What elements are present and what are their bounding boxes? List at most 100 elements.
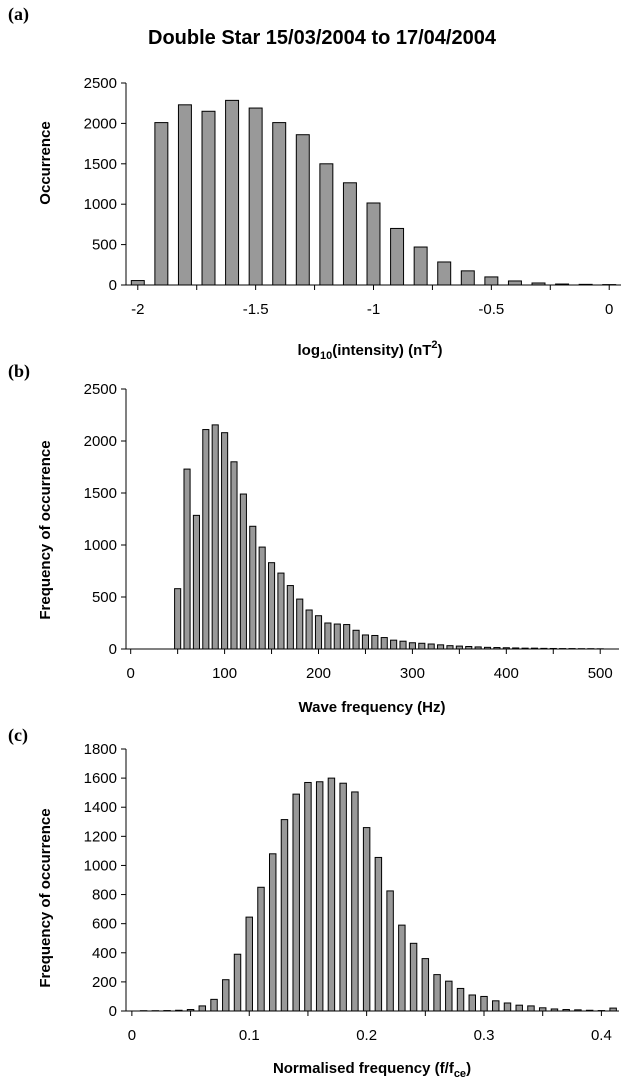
x-tick-label-b-4: 400 <box>494 665 519 682</box>
bar-c-14 <box>304 781 312 1012</box>
bar-b-28 <box>437 644 445 650</box>
bar-c-12 <box>280 819 289 1012</box>
bar-c-24 <box>421 958 430 1012</box>
x-tick-label-c-2: 0.2 <box>356 1027 377 1044</box>
bar-c-27 <box>456 987 465 1012</box>
bar-c-25 <box>433 974 441 1012</box>
bar-c-8 <box>233 953 242 1012</box>
x-tick-label-b-5: 500 <box>588 665 613 682</box>
y-tick-label-b-1: 500 <box>92 589 117 606</box>
bar-b-20 <box>361 634 370 650</box>
bar-b-3 <box>202 429 210 650</box>
y-tick-label-b-5: 2500 <box>84 381 117 398</box>
x-tick-label-a-1: -1.5 <box>243 301 269 318</box>
axes-c: 0 200 400 600 800 1000 1200 1400 1600 1800 0 0.1 0.2… <box>84 741 619 1044</box>
y-tick-label-a-4: 2000 <box>84 115 117 132</box>
bar-a-15 <box>484 276 499 286</box>
y-tick-label-c-2: 400 <box>92 945 117 962</box>
x-axis-label-b: Wave frequency (Hz) <box>299 699 446 716</box>
panel-b-wave-frequency-histogram: (b) 0 500 1000 1500 2000 2500 0 100 200 300 400 500… <box>8 361 619 716</box>
bar-a-7 <box>295 134 310 286</box>
bar-c-13 <box>292 793 300 1012</box>
bar-c-17 <box>339 782 347 1012</box>
bar-c-7 <box>222 979 230 1012</box>
bars-b <box>174 424 604 650</box>
bar-c-21 <box>386 890 394 1012</box>
bar-c-20 <box>374 856 383 1012</box>
bar-a-2 <box>177 104 192 286</box>
panel-c-normalised-frequency-histogram: (c) 0 200 400 600 800 1000 1200 1400 1600 1800 0 0.… <box>8 725 619 1080</box>
bar-c-32 <box>515 1004 523 1012</box>
x-tick-label-c-0: 0 <box>128 1027 136 1044</box>
x-tick-label-a-0: -2 <box>131 301 144 318</box>
bar-c-6 <box>210 998 218 1012</box>
y-tick-label-c-5: 1000 <box>84 857 117 874</box>
bar-b-16 <box>324 622 332 650</box>
bar-b-13 <box>296 598 304 650</box>
bar-b-1 <box>183 468 191 650</box>
panel-a-label: (a) <box>8 4 29 25</box>
y-tick-label-c-9: 1800 <box>84 741 117 758</box>
bars-c <box>139 777 617 1012</box>
bar-b-14 <box>305 609 313 650</box>
x-tick-label-a-3: -0.5 <box>478 301 504 318</box>
y-tick-label-c-1: 200 <box>92 974 117 991</box>
x-tick-label-b-3: 300 <box>400 665 425 682</box>
bar-a-1 <box>154 122 169 286</box>
bar-c-11 <box>268 853 277 1012</box>
bar-b-5 <box>221 432 229 650</box>
x-tick-label-b-2: 200 <box>306 665 331 682</box>
bar-b-19 <box>352 629 360 650</box>
y-tick-label-c-6: 1200 <box>84 828 117 845</box>
bar-a-6 <box>272 122 287 286</box>
bar-b-12 <box>286 585 294 650</box>
y-tick-label-a-1: 500 <box>92 237 117 254</box>
bar-b-24 <box>399 640 407 650</box>
y-tick-label-b-2: 1000 <box>84 537 117 554</box>
bar-b-11 <box>277 572 285 650</box>
bar-b-0 <box>174 588 182 650</box>
bar-b-6 <box>230 461 238 650</box>
panel-b-label: (b) <box>8 361 30 382</box>
y-tick-label-c-4: 800 <box>92 887 117 904</box>
y-tick-label-c-0: 0 <box>109 1003 117 1020</box>
x-tick-label-c-4: 0.4 <box>591 1027 612 1044</box>
bar-a-5 <box>248 107 263 286</box>
bar-b-21 <box>371 634 379 650</box>
y-axis-label-a: Occurrence <box>37 121 54 204</box>
y-tick-label-a-0: 0 <box>109 277 117 294</box>
bar-a-9 <box>342 182 357 286</box>
bar-b-2 <box>192 514 200 650</box>
bar-b-17 <box>333 623 341 650</box>
bar-c-33 <box>527 1005 535 1012</box>
y-tick-label-c-3: 600 <box>92 916 117 933</box>
bar-a-0 <box>130 280 145 286</box>
x-tick-label-c-3: 0.3 <box>474 1027 495 1044</box>
y-tick-label-b-3: 1500 <box>84 485 117 502</box>
bar-a-10 <box>366 202 381 286</box>
bar-b-8 <box>249 525 257 650</box>
bar-c-29 <box>480 995 488 1012</box>
bar-b-15 <box>314 615 323 650</box>
bar-c-18 <box>351 791 359 1012</box>
bar-c-22 <box>398 924 406 1012</box>
x-axis-label-c: Normalised frequency (f/fce) <box>273 1060 471 1080</box>
bar-c-23 <box>409 942 418 1012</box>
y-axis-label-c: Frequency of occurrence <box>37 808 54 987</box>
bar-c-10 <box>257 886 265 1012</box>
x-tick-label-a-2: -1 <box>367 301 380 318</box>
bar-c-30 <box>492 1000 500 1012</box>
axes-b: 0 500 1000 1500 2000 2500 0 100 200 300 400 500 <box>84 381 619 682</box>
bar-b-18 <box>343 624 351 650</box>
bar-a-4 <box>225 99 240 286</box>
y-tick-label-a-5: 2500 <box>84 75 117 92</box>
x-tick-label-a-4: 0 <box>605 301 613 318</box>
bar-a-3 <box>201 110 216 286</box>
bar-c-9 <box>245 916 253 1012</box>
bar-a-11 <box>390 227 405 286</box>
bar-a-8 <box>319 163 334 286</box>
bar-b-23 <box>390 639 398 650</box>
x-tick-label-c-1: 0.1 <box>239 1027 260 1044</box>
bar-b-9 <box>258 546 266 650</box>
bar-a-13 <box>437 261 452 286</box>
